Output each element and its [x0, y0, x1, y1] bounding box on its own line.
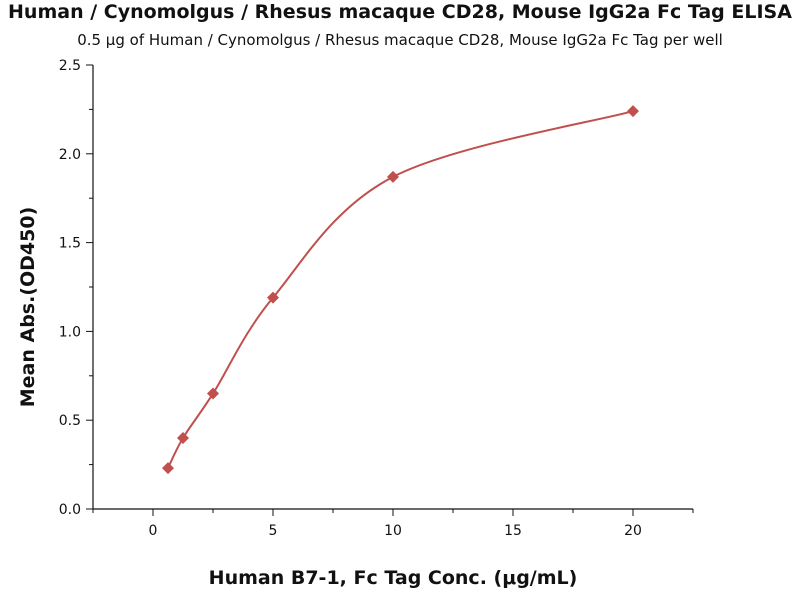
x-tick-label: 10: [384, 523, 402, 539]
y-tick-label: 0.5: [59, 413, 81, 429]
data-point: [627, 105, 639, 118]
y-ticks: 0.0 0.5 1.0 1.5 2.0 2.5: [59, 58, 93, 518]
data-point: [387, 170, 399, 183]
y-axis-label: Mean Abs.(OD450): [17, 207, 39, 408]
x-tick-label: 15: [504, 523, 522, 539]
y-tick-label: 2.0: [59, 147, 81, 163]
data-point: [177, 431, 189, 444]
data-point: [207, 387, 219, 400]
y-tick-label: 1.5: [59, 236, 81, 252]
x-axis-label: Human B7-1, Fc Tag Conc. (μg/mL): [209, 567, 578, 589]
y-tick-label: 2.5: [59, 58, 81, 74]
x-tick-label: 20: [624, 523, 642, 539]
data-point: [162, 462, 174, 475]
fit-curve: [167, 110, 634, 469]
y-tick-label: 0.0: [59, 502, 81, 518]
chart-title: Human / Cynomolgus / Rhesus macaque CD28…: [8, 1, 792, 23]
chart-subtitle: 0.5 μg of Human / Cynomolgus / Rhesus ma…: [77, 31, 723, 49]
y-tick-label: 1.0: [59, 324, 81, 340]
data-points: [162, 105, 639, 475]
x-tick-label: 0: [149, 523, 158, 539]
data-point: [267, 291, 279, 304]
x-ticks: 0 5 10 15 20: [92, 509, 694, 539]
x-tick-label: 5: [269, 523, 278, 539]
